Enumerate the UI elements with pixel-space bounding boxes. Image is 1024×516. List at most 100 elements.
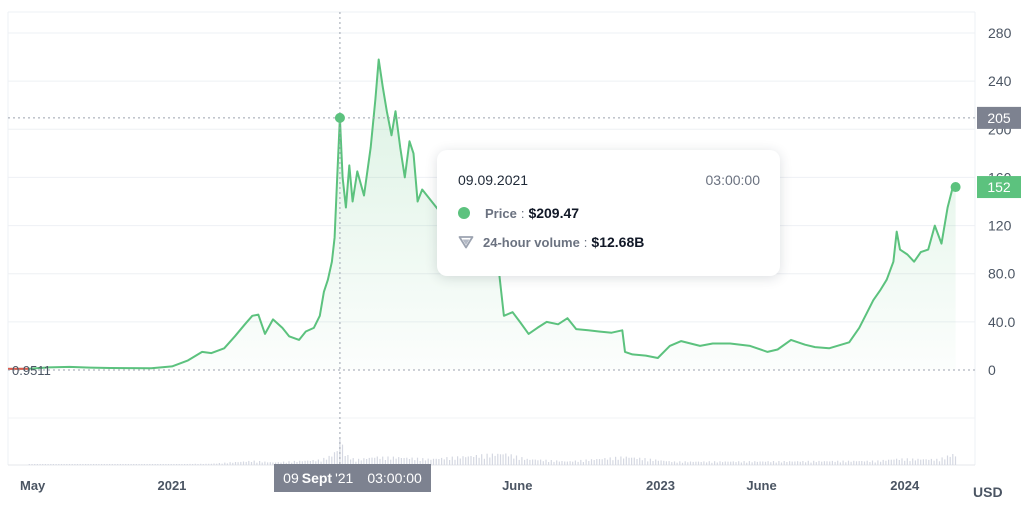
- tooltip-volume-row: 24-hour volume : $12.68B: [458, 234, 644, 250]
- volume-bar: [596, 459, 598, 465]
- volume-bar: [360, 460, 362, 465]
- volume-bar: [71, 464, 73, 465]
- volume-bar: [55, 464, 57, 465]
- volume-bar: [880, 461, 882, 465]
- volume-bar: [103, 464, 105, 465]
- volume-bar: [716, 462, 718, 465]
- volume-bar: [524, 459, 526, 465]
- volume-bar: [221, 463, 223, 465]
- y-tick-label: 120: [988, 218, 1012, 234]
- volume-bar: [283, 461, 285, 465]
- volume-bar: [941, 457, 943, 465]
- volume-bar: [746, 462, 748, 465]
- volume-bar: [505, 453, 507, 465]
- volume-bar: [628, 457, 630, 465]
- volume-bar: [178, 464, 180, 465]
- volume-bar: [384, 460, 386, 465]
- volume-bar: [759, 461, 761, 465]
- volume-bar: [416, 457, 419, 465]
- volume-bar: [194, 463, 196, 465]
- volume-bar: [28, 464, 30, 465]
- volume-bar: [564, 461, 566, 465]
- crosshair-point: [334, 112, 345, 123]
- volume-bar: [933, 460, 935, 465]
- volume-bar: [42, 464, 44, 465]
- volume-bar: [655, 459, 657, 465]
- volume-bar: [574, 460, 576, 465]
- x-tick-label: 2024: [890, 478, 920, 493]
- volume-bar: [267, 462, 269, 465]
- volume-bar: [566, 461, 568, 465]
- volume-bar: [641, 460, 643, 465]
- volume-bar: [432, 458, 435, 465]
- volume-bar: [483, 458, 485, 465]
- volume-bar: [328, 455, 330, 465]
- volume-bar: [647, 461, 649, 465]
- y-tick-label: 80.0: [988, 266, 1015, 282]
- volume-bar: [606, 459, 609, 465]
- volume-bar: [920, 459, 922, 465]
- volume-bar: [882, 459, 884, 465]
- volume-bar: [454, 459, 456, 465]
- volume-bar: [395, 458, 397, 465]
- volume-bar: [275, 462, 277, 465]
- volume-bar: [762, 461, 764, 465]
- volume-icon: [458, 236, 474, 249]
- volume-bar: [149, 464, 151, 465]
- volume-bar: [213, 463, 215, 465]
- volume-bar: [114, 464, 116, 465]
- volume-bar: [122, 464, 124, 465]
- volume-bar: [141, 464, 143, 465]
- volume-bar: [497, 453, 499, 465]
- volume-bar: [724, 461, 726, 465]
- volume-bar: [336, 451, 338, 465]
- volume-bar: [572, 461, 574, 465]
- volume-bar: [52, 464, 54, 465]
- volume-bar: [553, 461, 555, 465]
- volume-bar: [917, 458, 919, 465]
- volume-bar: [770, 462, 772, 465]
- volume-bar: [598, 459, 601, 465]
- tooltip-price-label: Price: [485, 205, 517, 221]
- volume-bar: [304, 460, 306, 465]
- volume-bar: [368, 457, 370, 465]
- volume-bar: [901, 458, 903, 465]
- volume-bar: [95, 464, 97, 465]
- volume-bar: [829, 461, 831, 465]
- volume-bar: [259, 461, 261, 465]
- volume-bar: [556, 460, 558, 465]
- volume-bar: [473, 457, 475, 465]
- volume-bar: [542, 461, 544, 465]
- x-tick-label: 2021: [157, 478, 186, 493]
- volume-bar: [532, 459, 534, 465]
- volume-bar: [226, 463, 228, 465]
- volume-bar: [855, 461, 858, 465]
- volume-bar: [366, 459, 368, 465]
- volume-bar: [689, 461, 692, 465]
- crosshair-time: 03:00:00: [367, 470, 422, 486]
- volume-bar: [93, 464, 95, 465]
- x-axis: May20212022June2023June2024: [20, 478, 920, 493]
- volume-bar: [50, 464, 52, 465]
- volume-bar: [162, 464, 164, 465]
- volume-bar: [706, 462, 708, 465]
- volume-bar: [912, 458, 914, 465]
- volume-bar: [406, 457, 408, 465]
- volume-bar: [692, 461, 694, 465]
- volume-bar: [299, 460, 301, 465]
- volume-bar: [807, 460, 809, 465]
- volume-bar: [135, 464, 137, 465]
- volume-bar: [202, 464, 204, 465]
- volume-bar: [858, 461, 860, 465]
- volume-bar: [818, 460, 820, 465]
- volume-bar: [419, 461, 421, 465]
- volume-bar: [82, 464, 84, 465]
- volume-bar: [510, 454, 512, 465]
- volume-bar: [938, 461, 941, 465]
- volume-bar: [63, 464, 65, 465]
- volume-bar: [898, 460, 900, 465]
- volume-bar: [253, 460, 255, 465]
- volume-bar: [242, 461, 245, 465]
- volume-bar: [644, 458, 646, 465]
- volume-bar: [34, 464, 36, 465]
